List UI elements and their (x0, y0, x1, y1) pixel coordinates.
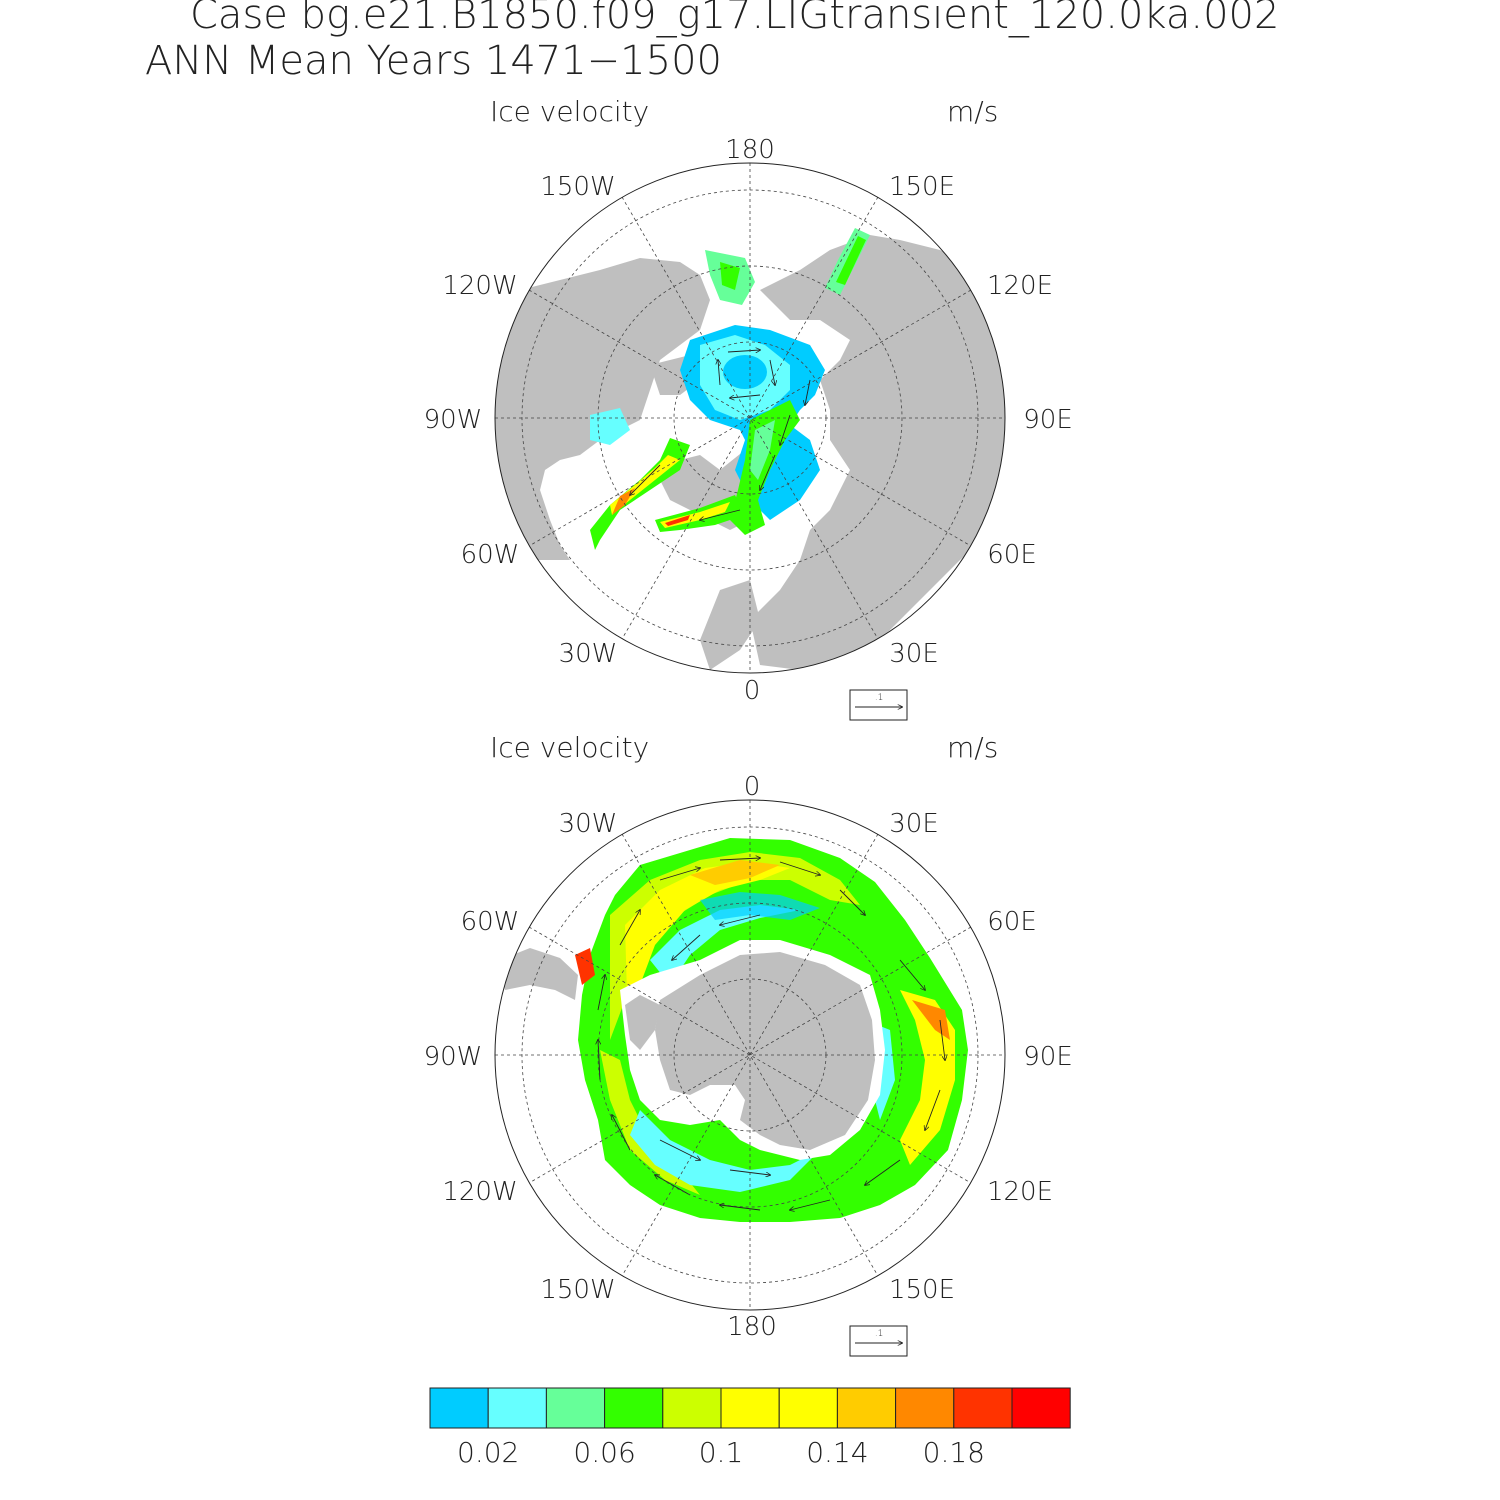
north-map-frame (494, 162, 1006, 674)
south-graticule (495, 800, 1005, 1310)
south-polar-map: Ice velocity m/s (424, 731, 1073, 1357)
north-velocity-vectors (630, 350, 811, 520)
north-panel-units: m/s (947, 95, 998, 128)
south-lon-label-bottom-right: 150E (889, 1275, 955, 1305)
case-title: Case bg.e21.B1850.f09_g17.LIGtransient_1… (190, 0, 1279, 38)
south-map-frame (494, 799, 1006, 1311)
colorbar-swatch (778, 1387, 838, 1429)
north-lon-label-top-left: 150W (540, 172, 615, 202)
south-lon-label-top-left: 30W (559, 809, 618, 839)
south-lon-label-left: 90W (424, 1042, 483, 1072)
north-graticule (495, 163, 1005, 673)
south-panel-title: Ice velocity (490, 731, 649, 764)
colorbar-tick-label: 0.02 (457, 1436, 519, 1469)
north-lon-label-right: 90E (1023, 405, 1073, 435)
colorbar-swatch (604, 1387, 664, 1429)
south-lon-label-top: 0 (744, 772, 761, 802)
colorbar-tick-label: 0.14 (806, 1436, 868, 1469)
period-title: ANN Mean Years 1471−1500 (145, 38, 722, 84)
south-reference-vector-label: .1 (875, 1329, 884, 1339)
south-reference-vector: .1 (849, 1325, 908, 1357)
colorbar-swatch (836, 1387, 897, 1429)
south-lon-label-top-right: 30E (889, 809, 939, 839)
north-reference-vector-label: .1 (875, 693, 884, 703)
north-lon-label-top: 180 (725, 135, 775, 165)
colorbar-swatch (662, 1387, 722, 1429)
colorbar-tick-label: 0.18 (923, 1436, 985, 1469)
north-lon-label-top-right: 150E (889, 172, 955, 202)
north-reference-vector: .1 (849, 689, 908, 721)
colorbar-tick-label: 0.06 (573, 1436, 635, 1469)
south-velocity-vectors (598, 858, 945, 1210)
colorbar-swatch (487, 1387, 547, 1429)
south-lon-label-upper-right: 60E (987, 907, 1037, 937)
north-lon-label-lower-left: 60W (461, 540, 520, 570)
colorbar-swatch (720, 1387, 780, 1429)
south-america-land (500, 948, 578, 1000)
south-lon-label-bottom-left: 150W (540, 1275, 615, 1305)
north-lon-label-lower-right: 60E (987, 540, 1037, 570)
north-lon-label-left: 90W (424, 405, 483, 435)
colorbar-swatch (953, 1387, 1013, 1429)
antarctica-land (620, 940, 885, 1160)
south-panel-units: m/s (947, 731, 998, 764)
north-polar-map: Ice velocity m/s (424, 95, 1073, 721)
south-lon-label-lower-right: 120E (987, 1177, 1053, 1207)
north-lon-label-bottom-left: 30W (559, 639, 618, 669)
colorbar-tick-label: 0.1 (699, 1436, 744, 1469)
colorbar (429, 1387, 1071, 1429)
north-lon-label-upper-left: 120W (442, 271, 517, 301)
south-lon-label-right: 90E (1023, 1042, 1073, 1072)
north-lon-label-upper-right: 120E (987, 271, 1053, 301)
colorbar-tick-labels: 0.02 0.06 0.1 0.14 0.18 (457, 1436, 985, 1469)
south-lon-label-lower-left: 120W (442, 1177, 517, 1207)
south-lon-label-bottom: 180 (727, 1312, 777, 1342)
colorbar-swatch (1011, 1387, 1071, 1429)
colorbar-swatch (895, 1387, 955, 1429)
south-lon-label-upper-left: 60W (461, 907, 520, 937)
north-panel-title: Ice velocity (490, 95, 649, 128)
north-lon-label-bottom: 0 (744, 676, 761, 706)
colorbar-swatch (545, 1387, 606, 1429)
north-lon-label-bottom-right: 30E (889, 639, 939, 669)
colorbar-swatch (429, 1387, 489, 1429)
